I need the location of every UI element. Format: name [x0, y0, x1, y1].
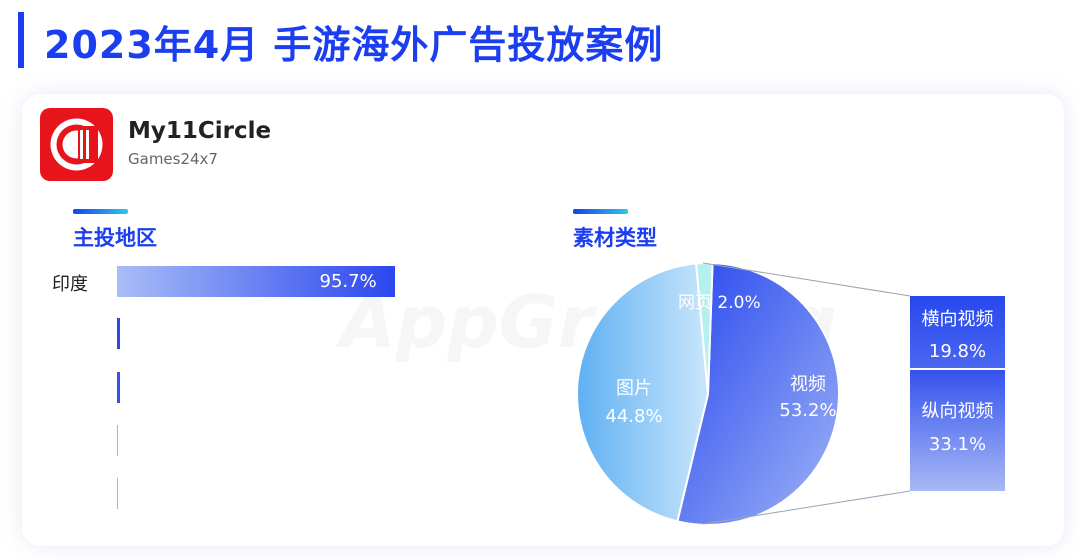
bar-region-2	[117, 318, 120, 349]
bar-region-3	[117, 372, 120, 403]
breakdown-connector-bottom	[702, 490, 911, 525]
app-logo-icon	[40, 108, 113, 181]
slice-value-video: 53.2%	[779, 400, 837, 421]
bar-india	[117, 266, 395, 297]
bar-region-5	[117, 478, 118, 509]
app-name: My11Circle	[128, 118, 272, 144]
pie-slice-video	[676, 262, 840, 526]
breakdown-connector-top	[702, 262, 911, 297]
slice-label-image: 图片	[616, 378, 652, 399]
bar-region-4	[117, 425, 118, 456]
app-developer: Games24x7	[128, 150, 218, 168]
material-section-accent	[573, 209, 628, 214]
content-card	[22, 94, 1064, 546]
region-section-accent	[73, 209, 128, 214]
slice-value-image: 44.8%	[605, 406, 663, 427]
region-section-title: 主投地区	[73, 226, 157, 250]
slice-label-video: 视频	[790, 374, 826, 395]
breakdown-value-vertical: 33.1%	[928, 434, 987, 455]
page-title: 2023年4月 手游海外广告投放案例	[44, 23, 664, 67]
slice-label-web: 网页 2.0%	[678, 293, 761, 313]
title-accent-bar	[18, 12, 24, 68]
breakdown-box-horizontal-video	[910, 296, 1005, 368]
bar-category-label: 印度	[52, 274, 88, 295]
breakdown-box-vertical-video	[910, 370, 1005, 491]
breakdown-value-horizontal: 19.8%	[928, 341, 987, 362]
breakdown-label-vertical: 纵向视频	[921, 401, 994, 422]
breakdown-label-horizontal: 横向视频	[921, 309, 994, 330]
pie-slice-image	[576, 262, 710, 523]
material-section-title: 素材类型	[573, 226, 657, 250]
bar-value-label: 95.7%	[319, 271, 377, 292]
